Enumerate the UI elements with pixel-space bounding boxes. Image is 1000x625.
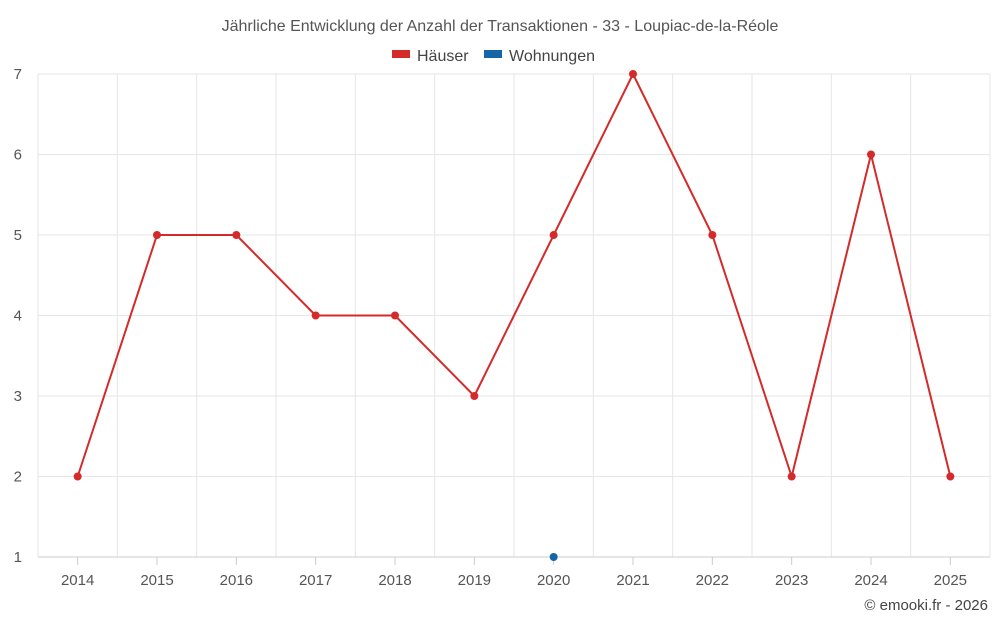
series-haeuser — [73, 70, 955, 481]
legend: Häuser Wohnungen — [392, 48, 595, 65]
data-point-haeuser[interactable] — [629, 70, 637, 78]
legend-label-haeuser: Häuser — [417, 48, 469, 65]
y-tick-label: 4 — [14, 308, 22, 325]
y-tick-label: 7 — [14, 66, 22, 83]
data-point-haeuser[interactable] — [470, 392, 479, 400]
y-tick-label: 1 — [14, 549, 22, 566]
x-tick-label: 2025 — [934, 572, 967, 589]
data-point-wohnungen[interactable] — [549, 553, 558, 561]
data-point-haeuser[interactable] — [946, 472, 955, 481]
series-line-haeuser — [76, 71, 952, 481]
data-point-haeuser[interactable] — [73, 472, 82, 481]
y-tick-label: 6 — [14, 147, 22, 164]
data-point-haeuser[interactable] — [708, 231, 717, 239]
y-tick-label: 3 — [14, 388, 22, 405]
data-point-haeuser[interactable] — [391, 311, 399, 320]
series — [73, 70, 955, 561]
data-point-haeuser[interactable] — [232, 231, 241, 239]
x-tick-label: 2021 — [616, 572, 649, 589]
legend-item-haeuser[interactable]: Häuser — [392, 48, 469, 65]
x-tick-label: 2014 — [61, 572, 94, 589]
x-tick-label: 2018 — [378, 572, 411, 589]
legend-item-wohnungen[interactable]: Wohnungen — [484, 48, 595, 65]
legend-swatch-wohnungen — [484, 50, 502, 58]
legend-swatch-haeuser — [392, 50, 410, 58]
data-point-haeuser[interactable] — [153, 231, 161, 239]
data-point-haeuser[interactable] — [787, 472, 796, 481]
x-axis-ticks: 2014 2015 2016 2017 2018 2019 2020 2021 2022 2023… — [61, 557, 967, 589]
chart-title: Jährliche Entwicklung der Anzahl der Tra… — [222, 18, 779, 35]
y-tick-label: 2 — [14, 469, 22, 486]
legend-label-wohnungen: Wohnungen — [509, 48, 595, 65]
x-tick-label: 2023 — [775, 572, 808, 589]
x-tick-label: 2022 — [696, 572, 729, 589]
x-tick-label: 2016 — [220, 572, 253, 589]
data-point-haeuser[interactable] — [549, 231, 558, 239]
y-tick-label: 5 — [14, 227, 22, 244]
x-tick-label: 2017 — [299, 572, 332, 589]
x-tick-label: 2020 — [537, 572, 570, 589]
x-tick-label: 2024 — [854, 572, 887, 589]
x-tick-label: 2019 — [458, 572, 491, 589]
credit-text: © emooki.fr - 2026 — [864, 597, 988, 614]
x-tick-label: 2015 — [140, 572, 173, 589]
series-wohnungen — [549, 553, 558, 561]
data-point-haeuser[interactable] — [311, 311, 320, 320]
data-point-haeuser[interactable] — [867, 150, 875, 159]
y-axis-ticks: 1 2 3 4 5 6 7 — [14, 66, 22, 566]
